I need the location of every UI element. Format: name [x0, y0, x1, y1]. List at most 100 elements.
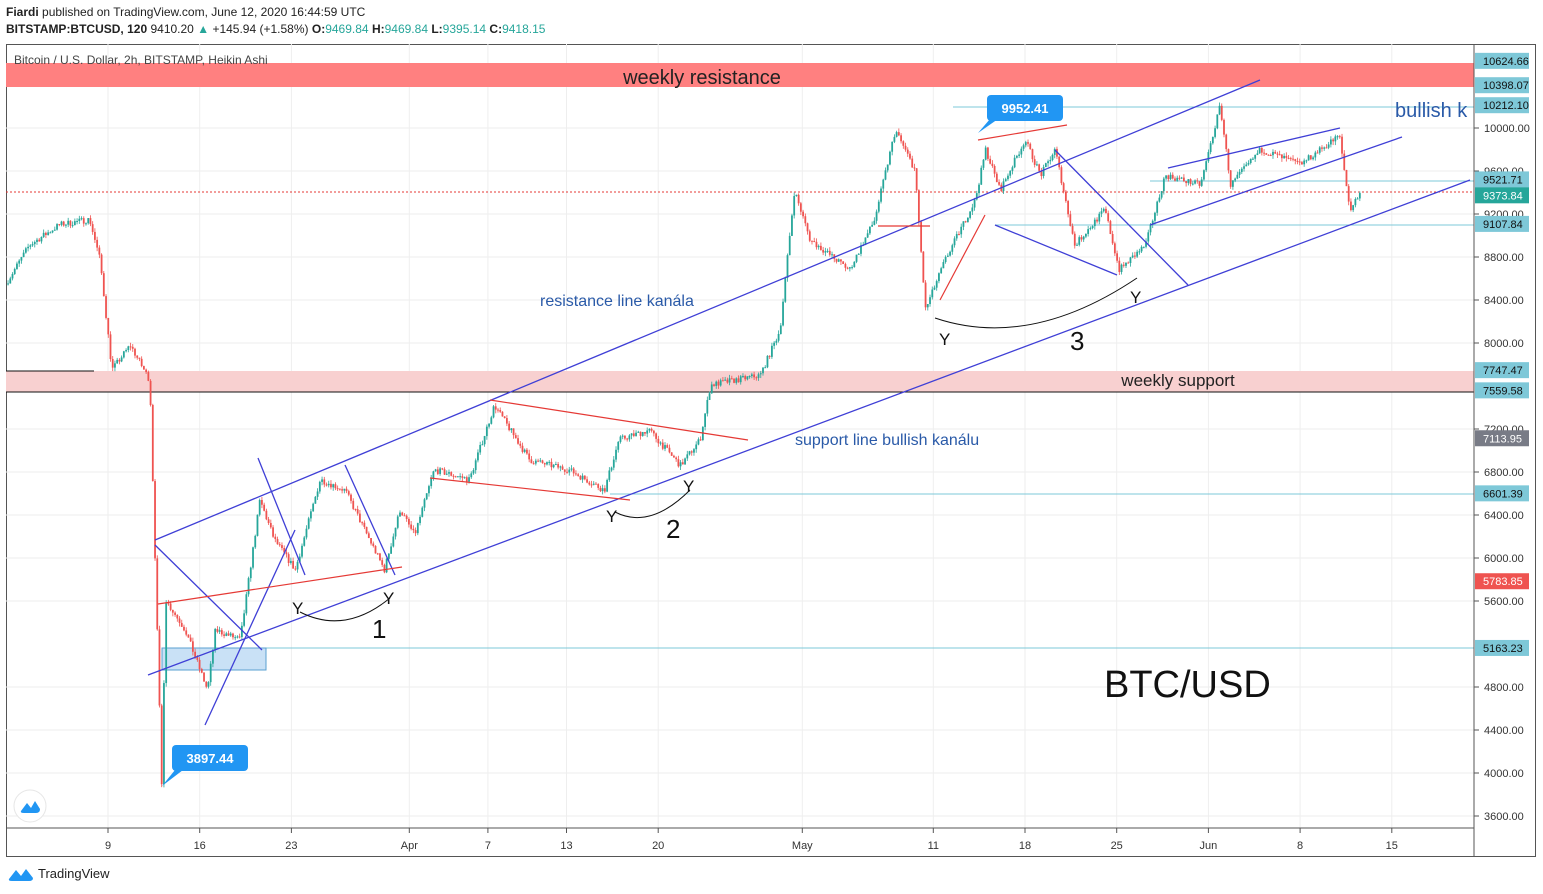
- candle: [873, 217, 876, 226]
- candle: [521, 442, 524, 454]
- candle: [1015, 154, 1018, 159]
- candle: [216, 626, 219, 634]
- candle: [906, 147, 909, 157]
- candle: [808, 229, 811, 243]
- candle: [183, 624, 185, 632]
- candle: [1105, 206, 1107, 214]
- candle: [917, 189, 920, 226]
- callout-low[interactable]: 3897.44: [162, 745, 248, 786]
- candle: [1089, 226, 1092, 231]
- candle: [1134, 251, 1136, 259]
- mini-channel-upper[interactable]: [1167, 127, 1341, 169]
- y-tick-label: 4000.00: [1484, 768, 1524, 780]
- tradingview-logo-button[interactable]: [13, 789, 47, 823]
- candle: [1249, 158, 1252, 165]
- candle: [575, 470, 577, 476]
- candle: [641, 431, 644, 437]
- footer: TradingView: [8, 866, 110, 881]
- candle: [795, 194, 798, 197]
- candle: [448, 469, 450, 477]
- wedge-line[interactable]: [204, 529, 296, 726]
- red-line[interactable]: [977, 124, 1068, 141]
- candle: [1167, 174, 1170, 182]
- candle: [955, 231, 958, 241]
- candle: [526, 448, 528, 455]
- candle: [722, 377, 724, 382]
- candle: [824, 247, 827, 257]
- mini-channel-lower[interactable]: [1149, 136, 1403, 226]
- wedge-line[interactable]: [257, 457, 306, 576]
- candle: [655, 432, 658, 443]
- red-line[interactable]: [939, 214, 986, 301]
- x-tick-label: 8: [1297, 840, 1303, 852]
- price-label-level: 10398.07: [1475, 77, 1529, 94]
- y-labels: Y Y Y Y Y Y: [292, 288, 1141, 618]
- callout-high[interactable]: 9952.41: [978, 95, 1063, 133]
- candle: [1027, 139, 1029, 147]
- candle: [1020, 146, 1023, 158]
- x-tick-label: Jun: [1200, 840, 1218, 852]
- candle: [220, 628, 223, 637]
- candle: [909, 151, 911, 160]
- candle: [597, 483, 600, 491]
- candle: [234, 635, 237, 641]
- candle: [29, 244, 32, 250]
- wedge-line[interactable]: [1054, 149, 1189, 286]
- candle: [1211, 136, 1214, 145]
- candle: [457, 475, 459, 478]
- grid: [6, 44, 1474, 828]
- candle: [889, 150, 891, 166]
- candle: [1245, 161, 1248, 167]
- candle: [719, 378, 722, 387]
- candle: [1031, 148, 1034, 163]
- wedge-line[interactable]: [994, 224, 1118, 276]
- x-tick-label: 15: [1386, 840, 1398, 852]
- chart-frame[interactable]: [6, 44, 1536, 857]
- candle: [1256, 150, 1259, 156]
- candle: [715, 380, 718, 389]
- x-tick-label: 9: [105, 840, 111, 852]
- candle: [91, 221, 94, 235]
- candle: [416, 522, 419, 536]
- channel-resistance-line[interactable]: [154, 79, 1261, 541]
- candle: [771, 342, 773, 359]
- candle: [773, 341, 776, 350]
- candle: [686, 450, 689, 461]
- price-label-text: 10624.66: [1483, 56, 1529, 68]
- wedge-line[interactable]: [154, 544, 263, 651]
- candle: [628, 434, 631, 442]
- candle: [742, 373, 744, 379]
- candle: [107, 317, 110, 338]
- time-axis[interactable]: 9 16 23 Apr 7 13 20 May 11 18 25 Jun 8 15: [105, 828, 1398, 852]
- candle: [748, 375, 751, 379]
- candle: [236, 635, 239, 639]
- red-line[interactable]: [157, 566, 403, 605]
- candle: [134, 347, 136, 359]
- channel-support-line[interactable]: [147, 179, 1471, 676]
- candle: [490, 415, 493, 425]
- candle: [1312, 155, 1314, 161]
- candle: [1343, 150, 1346, 171]
- wedge-line[interactable]: [344, 464, 396, 576]
- price-axis[interactable]: 10000.009600.009200.008800.008400.008000…: [1474, 123, 1530, 823]
- candle: [779, 323, 782, 335]
- candle: [554, 461, 557, 466]
- wave-numbers: 1 2 3: [372, 326, 1084, 644]
- candle: [648, 428, 651, 433]
- candle: [82, 216, 85, 227]
- red-line[interactable]: [489, 399, 749, 441]
- price-label-text: 10212.10: [1483, 100, 1529, 112]
- low-value: 9395.14: [442, 22, 487, 36]
- candle: [784, 276, 787, 303]
- candle: [730, 375, 733, 380]
- candle: [403, 513, 406, 517]
- candle: [1216, 114, 1219, 130]
- candle: [1009, 170, 1012, 179]
- candle: [33, 240, 36, 248]
- red-line[interactable]: [429, 477, 631, 501]
- candle: [47, 229, 50, 236]
- candle: [744, 374, 747, 382]
- candle: [428, 484, 430, 497]
- candle: [572, 467, 575, 477]
